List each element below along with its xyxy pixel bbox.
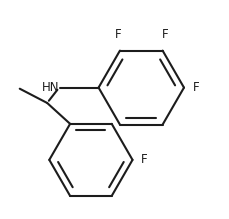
- Text: F: F: [161, 28, 167, 41]
- Text: HN: HN: [41, 81, 59, 94]
- Text: F: F: [141, 153, 147, 166]
- Text: F: F: [114, 28, 120, 41]
- Text: F: F: [192, 81, 199, 94]
